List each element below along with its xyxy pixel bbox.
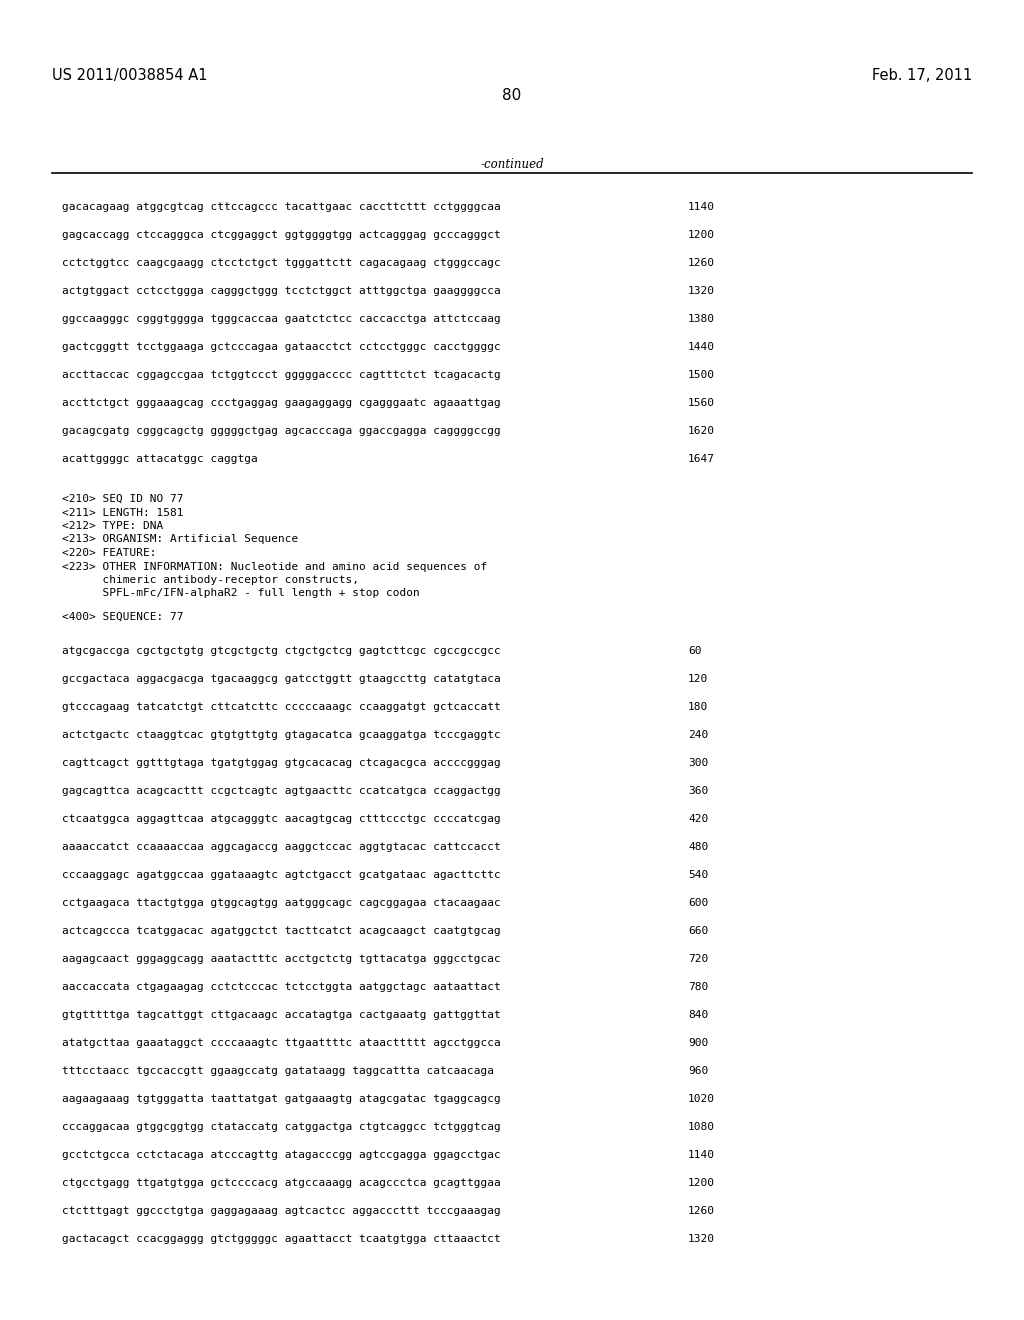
Text: atgcgaccga cgctgctgtg gtcgctgctg ctgctgctcg gagtcttcgc cgccgccgcc: atgcgaccga cgctgctgtg gtcgctgctg ctgctgc… bbox=[62, 645, 501, 656]
Text: tttcctaacc tgccaccgtt ggaagccatg gatataagg taggcattta catcaacaga: tttcctaacc tgccaccgtt ggaagccatg gatataa… bbox=[62, 1067, 494, 1076]
Text: US 2011/0038854 A1: US 2011/0038854 A1 bbox=[52, 69, 208, 83]
Text: accttaccac cggagccgaa tctggtccct gggggacccc cagtttctct tcagacactg: accttaccac cggagccgaa tctggtccct gggggac… bbox=[62, 370, 501, 380]
Text: 1020: 1020 bbox=[688, 1094, 715, 1104]
Text: 1260: 1260 bbox=[688, 1206, 715, 1216]
Text: <220> FEATURE:: <220> FEATURE: bbox=[62, 548, 157, 558]
Text: gtcccagaag tatcatctgt cttcatcttc cccccaaagc ccaaggatgt gctcaccatt: gtcccagaag tatcatctgt cttcatcttc cccccaa… bbox=[62, 702, 501, 711]
Text: cctctggtcc caagcgaagg ctcctctgct tgggattctt cagacagaag ctgggccagc: cctctggtcc caagcgaagg ctcctctgct tgggatt… bbox=[62, 257, 501, 268]
Text: chimeric antibody-receptor constructs,: chimeric antibody-receptor constructs, bbox=[62, 576, 359, 585]
Text: 240: 240 bbox=[688, 730, 709, 741]
Text: 720: 720 bbox=[688, 954, 709, 964]
Text: SPFL-mFc/IFN-alphaR2 - full length + stop codon: SPFL-mFc/IFN-alphaR2 - full length + sto… bbox=[62, 589, 420, 598]
Text: aagaagaaag tgtgggatta taattatgat gatgaaagtg atagcgatac tgaggcagcg: aagaagaaag tgtgggatta taattatgat gatgaaa… bbox=[62, 1094, 501, 1104]
Text: gcctctgcca cctctacaga atcccagttg atagacccgg agtccgagga ggagcctgac: gcctctgcca cctctacaga atcccagttg atagacc… bbox=[62, 1150, 501, 1160]
Text: 360: 360 bbox=[688, 785, 709, 796]
Text: 1500: 1500 bbox=[688, 370, 715, 380]
Text: accttctgct gggaaagcag ccctgaggag gaagaggagg cgagggaatc agaaattgag: accttctgct gggaaagcag ccctgaggag gaagagg… bbox=[62, 399, 501, 408]
Text: ctctttgagt ggccctgtga gaggagaaag agtcactcc aggacccttt tcccgaaagag: ctctttgagt ggccctgtga gaggagaaag agtcact… bbox=[62, 1206, 501, 1216]
Text: 1140: 1140 bbox=[688, 1150, 715, 1160]
Text: 780: 780 bbox=[688, 982, 709, 993]
Text: 1260: 1260 bbox=[688, 257, 715, 268]
Text: gtgtttttga tagcattggt cttgacaagc accatagtga cactgaaatg gattggttat: gtgtttttga tagcattggt cttgacaagc accatag… bbox=[62, 1010, 501, 1020]
Text: ctcaatggca aggagttcaa atgcagggtc aacagtgcag ctttccctgc ccccatcgag: ctcaatggca aggagttcaa atgcagggtc aacagtg… bbox=[62, 814, 501, 824]
Text: <223> OTHER INFORMATION: Nucleotide and amino acid sequences of: <223> OTHER INFORMATION: Nucleotide and … bbox=[62, 561, 487, 572]
Text: 300: 300 bbox=[688, 758, 709, 768]
Text: 420: 420 bbox=[688, 814, 709, 824]
Text: cccaaggagc agatggccaa ggataaagtc agtctgacct gcatgataac agacttcttc: cccaaggagc agatggccaa ggataaagtc agtctga… bbox=[62, 870, 501, 880]
Text: 1647: 1647 bbox=[688, 454, 715, 465]
Text: aagagcaact gggaggcagg aaatactttc acctgctctg tgttacatga gggcctgcac: aagagcaact gggaggcagg aaatactttc acctgct… bbox=[62, 954, 501, 964]
Text: 1200: 1200 bbox=[688, 230, 715, 240]
Text: 1080: 1080 bbox=[688, 1122, 715, 1133]
Text: gagcaccagg ctccagggca ctcggaggct ggtggggtgg actcagggag gcccagggct: gagcaccagg ctccagggca ctcggaggct ggtgggg… bbox=[62, 230, 501, 240]
Text: 900: 900 bbox=[688, 1038, 709, 1048]
Text: aaccaccata ctgagaagag cctctcccac tctcctggta aatggctagc aataattact: aaccaccata ctgagaagag cctctcccac tctcctg… bbox=[62, 982, 501, 993]
Text: atatgcttaa gaaataggct ccccaaagtc ttgaattttc ataacttttt agcctggcca: atatgcttaa gaaataggct ccccaaagtc ttgaatt… bbox=[62, 1038, 501, 1048]
Text: <213> ORGANISM: Artificial Sequence: <213> ORGANISM: Artificial Sequence bbox=[62, 535, 298, 544]
Text: 1380: 1380 bbox=[688, 314, 715, 323]
Text: gagcagttca acagcacttt ccgctcagtc agtgaacttc ccatcatgca ccaggactgg: gagcagttca acagcacttt ccgctcagtc agtgaac… bbox=[62, 785, 501, 796]
Text: actgtggact cctcctggga cagggctggg tcctctggct atttggctga gaaggggcca: actgtggact cctcctggga cagggctggg tcctctg… bbox=[62, 286, 501, 296]
Text: aaaaccatct ccaaaaccaa aggcagaccg aaggctccac aggtgtacac cattccacct: aaaaccatct ccaaaaccaa aggcagaccg aaggctc… bbox=[62, 842, 501, 851]
Text: acattggggc attacatggc caggtga: acattggggc attacatggc caggtga bbox=[62, 454, 258, 465]
Text: 840: 840 bbox=[688, 1010, 709, 1020]
Text: 1320: 1320 bbox=[688, 286, 715, 296]
Text: cctgaagaca ttactgtgga gtggcagtgg aatgggcagc cagcggagaa ctacaagaac: cctgaagaca ttactgtgga gtggcagtgg aatgggc… bbox=[62, 898, 501, 908]
Text: 1320: 1320 bbox=[688, 1234, 715, 1243]
Text: actcagccca tcatggacac agatggctct tacttcatct acagcaagct caatgtgcag: actcagccca tcatggacac agatggctct tacttca… bbox=[62, 927, 501, 936]
Text: 1140: 1140 bbox=[688, 202, 715, 213]
Text: <400> SEQUENCE: 77: <400> SEQUENCE: 77 bbox=[62, 612, 183, 622]
Text: 1620: 1620 bbox=[688, 426, 715, 436]
Text: -continued: -continued bbox=[480, 158, 544, 172]
Text: 540: 540 bbox=[688, 870, 709, 880]
Text: gacacagaag atggcgtcag cttccagccc tacattgaac caccttcttt cctggggcaa: gacacagaag atggcgtcag cttccagccc tacattg… bbox=[62, 202, 501, 213]
Text: actctgactc ctaaggtcac gtgtgttgtg gtagacatca gcaaggatga tcccgaggtc: actctgactc ctaaggtcac gtgtgttgtg gtagaca… bbox=[62, 730, 501, 741]
Text: gccgactaca aggacgacga tgacaaggcg gatcctggtt gtaagccttg catatgtaca: gccgactaca aggacgacga tgacaaggcg gatcctg… bbox=[62, 675, 501, 684]
Text: 660: 660 bbox=[688, 927, 709, 936]
Text: 1560: 1560 bbox=[688, 399, 715, 408]
Text: ggccaagggc cgggtgggga tgggcaccaa gaatctctcc caccacctga attctccaag: ggccaagggc cgggtgggga tgggcaccaa gaatctc… bbox=[62, 314, 501, 323]
Text: 180: 180 bbox=[688, 702, 709, 711]
Text: gacagcgatg cgggcagctg gggggctgag agcacccaga ggaccgagga caggggccgg: gacagcgatg cgggcagctg gggggctgag agcaccc… bbox=[62, 426, 501, 436]
Text: 80: 80 bbox=[503, 88, 521, 103]
Text: cccaggacaa gtggcggtgg ctataccatg catggactga ctgtcaggcc tctgggtcag: cccaggacaa gtggcggtgg ctataccatg catggac… bbox=[62, 1122, 501, 1133]
Text: 600: 600 bbox=[688, 898, 709, 908]
Text: gactacagct ccacggaggg gtctgggggc agaattacct tcaatgtgga cttaaactct: gactacagct ccacggaggg gtctgggggc agaatta… bbox=[62, 1234, 501, 1243]
Text: cagttcagct ggtttgtaga tgatgtggag gtgcacacag ctcagacgca accccgggag: cagttcagct ggtttgtaga tgatgtggag gtgcaca… bbox=[62, 758, 501, 768]
Text: 960: 960 bbox=[688, 1067, 709, 1076]
Text: 60: 60 bbox=[688, 645, 701, 656]
Text: 1440: 1440 bbox=[688, 342, 715, 352]
Text: gactcgggtt tcctggaaga gctcccagaa gataacctct cctcctgggc cacctggggc: gactcgggtt tcctggaaga gctcccagaa gataacc… bbox=[62, 342, 501, 352]
Text: 480: 480 bbox=[688, 842, 709, 851]
Text: <210> SEQ ID NO 77: <210> SEQ ID NO 77 bbox=[62, 494, 183, 504]
Text: Feb. 17, 2011: Feb. 17, 2011 bbox=[871, 69, 972, 83]
Text: <212> TYPE: DNA: <212> TYPE: DNA bbox=[62, 521, 163, 531]
Text: ctgcctgagg ttgatgtgga gctccccacg atgccaaagg acagccctca gcagttggaa: ctgcctgagg ttgatgtgga gctccccacg atgccaa… bbox=[62, 1177, 501, 1188]
Text: 120: 120 bbox=[688, 675, 709, 684]
Text: <211> LENGTH: 1581: <211> LENGTH: 1581 bbox=[62, 507, 183, 517]
Text: 1200: 1200 bbox=[688, 1177, 715, 1188]
